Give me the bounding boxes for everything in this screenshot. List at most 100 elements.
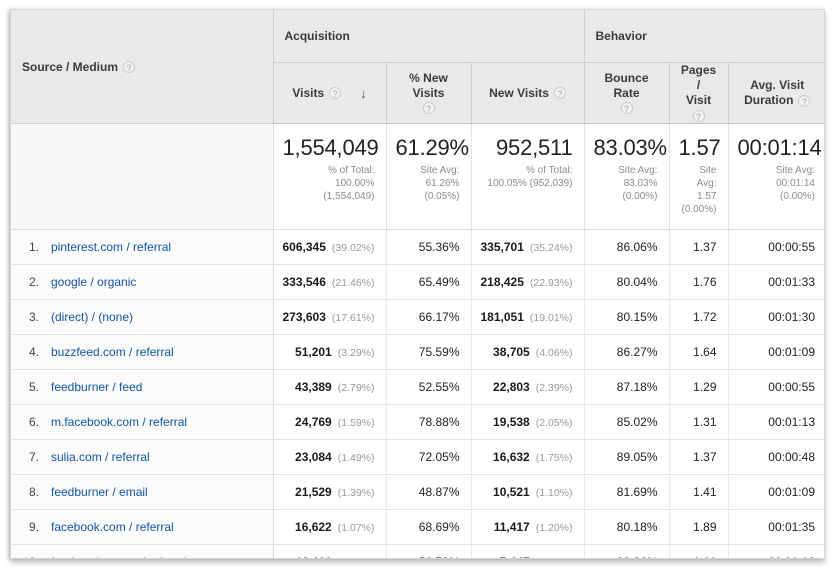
analytics-table-frame: Source / Medium ? Acquisition Behavior bbox=[10, 9, 825, 559]
row-visits-cell: 606,345 (39.02%) bbox=[273, 229, 387, 265]
row-bounce-rate-cell: 86.06% bbox=[584, 229, 670, 265]
row-avg-duration-cell: 00:01:18 bbox=[728, 545, 824, 558]
row-visits-pct: (21.46%) bbox=[331, 277, 375, 289]
row-rank: 9. bbox=[28, 520, 39, 534]
summary-visits-sub3: (1,554,049) bbox=[323, 191, 375, 202]
summary-visits-sub: % of Total: 100.00% (1,554,049) bbox=[283, 164, 375, 203]
row-new-visits-pct: (35.24%) bbox=[529, 242, 573, 254]
help-icon[interactable]: ? bbox=[692, 109, 705, 122]
table-row: 3. (direct) / (none) 273,603 (17.61%) 66.17%… bbox=[11, 299, 824, 335]
row-bounce-rate-cell: 87.18% bbox=[584, 369, 670, 405]
row-visits-value: 13,116 bbox=[296, 555, 332, 558]
row-bounce-rate-cell: 86.27% bbox=[584, 334, 670, 370]
row-pages-per-visit-cell: 1.29 bbox=[669, 369, 729, 405]
row-pct-new-visits-cell: 78.88% bbox=[386, 404, 472, 440]
row-source-medium-cell: 8. feedburner / email bbox=[11, 474, 274, 510]
column-header-avg-visit-duration[interactable]: Avg. Visit Duration ? bbox=[728, 62, 824, 124]
row-avg-duration-cell: 00:01:13 bbox=[728, 404, 824, 440]
summary-avg-duration-cell: 00:01:14 Site Avg: 00:01:14 (0.00%) bbox=[728, 123, 824, 230]
row-source-medium-link[interactable]: foodgawker.com / referral bbox=[51, 555, 186, 558]
summary-bounce-rate-sub3: (0.00%) bbox=[622, 191, 658, 202]
help-icon[interactable]: ? bbox=[620, 102, 633, 115]
traffic-sources-table: Source / Medium ? Acquisition Behavior bbox=[11, 10, 824, 558]
row-bounce-rate-cell: 89.05% bbox=[584, 439, 670, 475]
help-icon[interactable]: ? bbox=[422, 102, 435, 115]
row-avg-duration-cell: 00:01:30 bbox=[728, 299, 824, 335]
row-visits-pct: (17.61%) bbox=[331, 312, 375, 324]
row-bounce-rate-cell: 83.36% bbox=[584, 544, 670, 558]
row-pct-new-visits-cell: 48.87% bbox=[386, 474, 472, 510]
row-source-medium-link[interactable]: google / organic bbox=[51, 275, 137, 289]
column-header-pages-per-visit-line1: Pages / bbox=[680, 63, 717, 92]
summary-bounce-rate-value: 83.03% bbox=[593, 135, 668, 160]
summary-bounce-rate-cell: 83.03% Site Avg: 83.03% (0.00%) bbox=[584, 123, 670, 230]
row-source-medium-cell: 9. facebook.com / referral bbox=[11, 509, 274, 545]
help-icon[interactable]: ? bbox=[123, 60, 136, 73]
row-visits-value: 24,769 bbox=[295, 415, 332, 429]
summary-pages-per-visit-value: 1.57 bbox=[678, 135, 721, 160]
sort-descending-icon[interactable]: ↓ bbox=[360, 85, 367, 101]
row-avg-duration-cell: 00:01:09 bbox=[728, 334, 824, 370]
row-pct-new-visits-cell: 55.36% bbox=[386, 229, 472, 265]
row-source-medium-link[interactable]: sulia.com / referral bbox=[51, 450, 150, 464]
column-header-new-visits[interactable]: New Visits ? bbox=[471, 62, 585, 124]
row-avg-duration-cell: 00:01:33 bbox=[728, 264, 824, 300]
row-avg-duration-cell: 00:00:55 bbox=[728, 369, 824, 405]
summary-pct-new-visits-sub3: (0.05%) bbox=[424, 191, 460, 202]
row-rank: 2. bbox=[28, 275, 39, 289]
row-new-visits-cell: 218,425 (22.93%) bbox=[471, 264, 585, 300]
row-source-medium-link[interactable]: feedburner / feed bbox=[51, 380, 143, 394]
row-new-visits-value: 16,632 bbox=[493, 450, 530, 464]
row-pct-new-visits-cell: 75.59% bbox=[386, 334, 472, 370]
column-header-source-medium[interactable]: Source / Medium ? bbox=[11, 10, 274, 124]
row-pct-new-visits-cell: 68.69% bbox=[386, 509, 472, 545]
column-header-bounce-rate[interactable]: Bounce Rate ? bbox=[584, 62, 670, 124]
row-avg-duration-cell: 00:01:09 bbox=[728, 474, 824, 510]
row-visits-value: 51,201 bbox=[295, 345, 332, 359]
row-visits-pct: (1.59%) bbox=[337, 417, 375, 429]
column-header-visits-label: Visits bbox=[292, 85, 325, 100]
row-rank: 8. bbox=[28, 485, 39, 499]
row-avg-duration-cell: 00:01:35 bbox=[728, 509, 824, 545]
help-icon[interactable]: ? bbox=[798, 94, 811, 107]
row-source-medium-link[interactable]: feedburner / email bbox=[51, 485, 148, 499]
row-source-medium-cell: 10.foodgawker.com / referral bbox=[11, 544, 274, 558]
summary-pages-per-visit-sub4: (0.00%) bbox=[681, 204, 717, 215]
row-new-visits-cell: 10,521 (1.10%) bbox=[471, 474, 585, 510]
row-source-medium-link[interactable]: buzzfeed.com / referral bbox=[51, 345, 174, 359]
row-rank: 4. bbox=[28, 345, 39, 359]
row-rank: 3. bbox=[28, 310, 39, 324]
row-pct-new-visits-cell: 66.17% bbox=[386, 299, 472, 335]
summary-source-cell bbox=[11, 123, 274, 230]
row-rank: 6. bbox=[28, 415, 39, 429]
summary-new-visits-cell: 952,511 % of Total: 100.05% (952,039) bbox=[471, 123, 585, 230]
row-new-visits-cell: 11,417 (1.20%) bbox=[471, 509, 585, 545]
row-visits-value: 333,546 bbox=[282, 275, 326, 289]
row-source-medium-link[interactable]: pinterest.com / referral bbox=[51, 240, 172, 254]
row-visits-pct: (1.49%) bbox=[337, 452, 375, 464]
summary-pct-new-visits-sub: Site Avg: 61.26% (0.05%) bbox=[396, 164, 460, 203]
group-header-row: Source / Medium ? Acquisition Behavior bbox=[11, 10, 824, 124]
row-new-visits-value: 10,521 bbox=[493, 485, 530, 499]
row-source-medium-cell: 3. (direct) / (none) bbox=[11, 299, 274, 335]
summary-new-visits-sub: % of Total: 100.05% (952,039) bbox=[481, 164, 572, 190]
summary-pct-new-visits-sub1: Site Avg: bbox=[420, 165, 460, 176]
row-new-visits-cell: 16,632 (1.75%) bbox=[471, 439, 585, 475]
summary-pct-new-visits-value: 61.29% bbox=[395, 135, 470, 160]
column-header-pages-per-visit[interactable]: Pages / Visit ? bbox=[669, 62, 729, 124]
column-header-pct-new-visits[interactable]: % New Visits ? bbox=[386, 62, 472, 124]
row-pages-per-visit-cell: 1.89 bbox=[669, 509, 729, 545]
row-new-visits-cell: 181,051 (19.01%) bbox=[471, 299, 585, 335]
row-new-visits-cell: 7,447 (0.78%) bbox=[471, 544, 585, 558]
row-pages-per-visit-cell: 1.37 bbox=[669, 439, 729, 475]
row-source-medium-link[interactable]: facebook.com / referral bbox=[51, 520, 174, 534]
column-header-visits[interactable]: Visits ? ↓ bbox=[273, 62, 387, 124]
row-source-medium-link[interactable]: m.facebook.com / referral bbox=[51, 415, 188, 429]
row-pages-per-visit-cell: 1.31 bbox=[669, 404, 729, 440]
row-source-medium-link[interactable]: (direct) / (none) bbox=[51, 310, 134, 324]
table-body: 1,554,049 % of Total: 100.00% (1,554,049… bbox=[11, 123, 824, 558]
row-new-visits-pct: (1.75%) bbox=[535, 452, 573, 464]
help-icon[interactable]: ? bbox=[553, 87, 566, 99]
help-icon[interactable]: ? bbox=[329, 87, 342, 99]
row-source-medium-cell: 4. buzzfeed.com / referral bbox=[11, 334, 274, 370]
